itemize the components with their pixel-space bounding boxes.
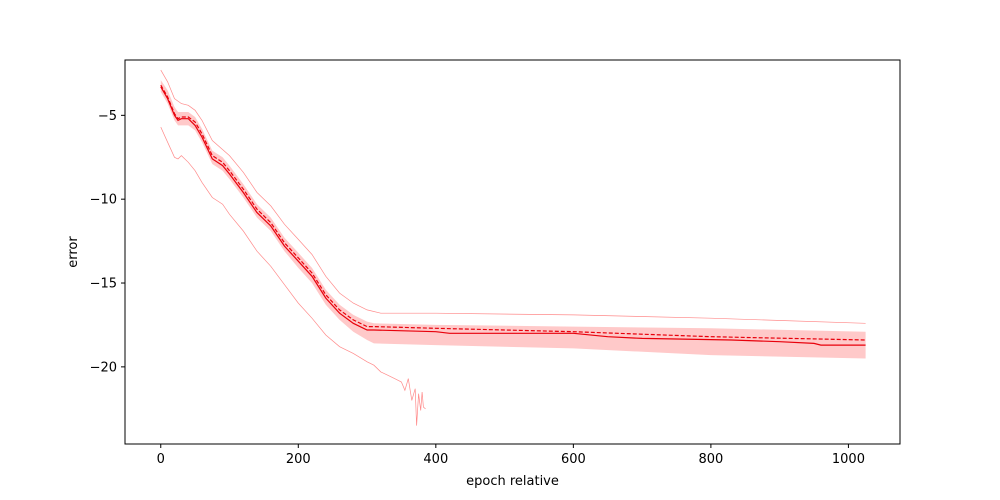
plot-area (160, 69, 866, 426)
x-tick-label: 0 (157, 452, 165, 467)
mean-line (160, 84, 866, 341)
axis-ticks: 0 200 400 600 800 1000 −5 −10 −15 −20 (90, 109, 865, 467)
upper-envelope-line (160, 69, 866, 324)
y-tick-label: −10 (90, 193, 117, 208)
x-tick-label: 800 (698, 452, 723, 467)
x-axis-label: epoch relative (466, 474, 559, 489)
x-tick-label: 400 (423, 452, 448, 467)
y-tick-label: −15 (90, 277, 117, 292)
x-tick-label: 1000 (832, 452, 865, 467)
y-axis-label: error (66, 236, 81, 268)
confidence-band (160, 80, 866, 359)
plot-frame (124, 59, 901, 445)
lower-envelope-line (160, 126, 426, 426)
y-tick-label: −5 (98, 109, 117, 124)
x-tick-label: 200 (286, 452, 311, 467)
y-tick-label: −20 (90, 360, 117, 375)
median-line (160, 86, 866, 346)
x-tick-label: 600 (561, 452, 586, 467)
